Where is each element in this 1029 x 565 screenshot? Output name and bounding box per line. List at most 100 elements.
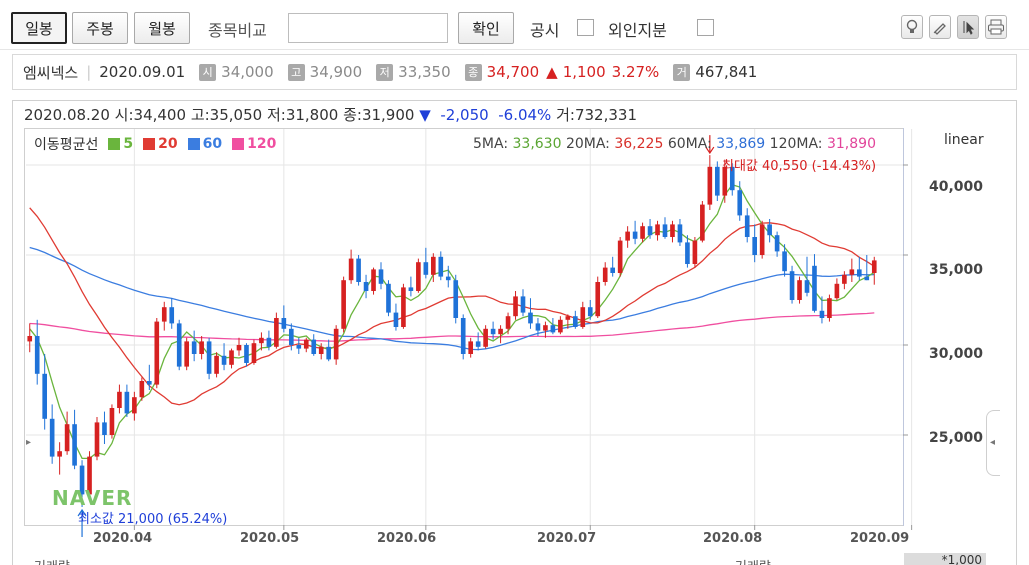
print-icon[interactable]	[985, 15, 1007, 39]
disclosure-checkbox[interactable]	[577, 19, 594, 36]
info-high: 35,050	[209, 106, 263, 124]
candle-body	[864, 276, 870, 281]
candle-body	[176, 323, 182, 367]
cursor-icon[interactable]	[957, 15, 979, 39]
summary-date: 2020.09.01	[99, 63, 186, 81]
candle-body	[191, 341, 197, 354]
ma60-value: 33,869	[716, 136, 766, 152]
info-volume-label: 거:	[556, 106, 575, 124]
tab-weekly[interactable]: 주봉	[72, 12, 128, 44]
candle-body	[602, 267, 608, 282]
candle-body	[617, 240, 623, 273]
scroll-left-icon[interactable]: ▸	[26, 437, 32, 448]
candle-body	[827, 298, 832, 318]
stock-name: 엠씨넥스	[23, 63, 79, 82]
candle-body	[528, 312, 533, 324]
candle-body	[206, 341, 212, 374]
candle-body	[288, 328, 294, 345]
info-change-pct: -6.04%	[498, 106, 552, 124]
candle-body	[326, 346, 332, 360]
ma20-toggle[interactable]: 20	[158, 136, 178, 152]
compare-input[interactable]	[288, 13, 448, 43]
bulb-icon[interactable]	[901, 15, 923, 39]
x-tick-label: 2020.04	[93, 531, 153, 546]
candle-body	[371, 269, 376, 291]
candle-body	[498, 328, 503, 335]
candle-body	[543, 325, 548, 331]
volume-badge: 거	[673, 63, 691, 81]
candle-body	[655, 224, 660, 236]
ma120-swatch	[232, 138, 245, 150]
candle-body	[386, 283, 391, 313]
candle-body	[759, 224, 765, 255]
y-tick-label: 35,000	[929, 262, 984, 278]
candle-body	[550, 325, 556, 333]
naver-logo: NAVER	[52, 486, 133, 510]
candle-body	[146, 381, 152, 385]
y-tick-label: 25,000	[929, 430, 984, 446]
candle-body	[401, 287, 406, 327]
volume-unit: *1,000	[904, 553, 986, 565]
candle-body	[856, 269, 862, 277]
disclosure-label: 공시	[530, 21, 560, 40]
open-badge: 시	[199, 63, 217, 81]
ma-legend: 이동평균선 5 20 60 120	[34, 134, 276, 154]
x-tick-label: 2020.08	[703, 531, 763, 546]
summary-low: 33,350	[398, 63, 451, 81]
candle-body	[139, 381, 145, 398]
ma120-toggle[interactable]: 120	[247, 136, 277, 152]
candle-body	[812, 265, 817, 311]
ma20-label: 20MA:	[565, 136, 610, 152]
candle-body	[27, 336, 33, 342]
ma120-value: 31,890	[826, 136, 876, 152]
candle-body	[483, 328, 488, 347]
candle-body	[244, 345, 249, 363]
info-down-arrow: ▼	[419, 106, 431, 124]
ma5-label: 5MA:	[473, 136, 509, 152]
candle-body	[558, 319, 563, 333]
min-marker-arrow	[77, 508, 87, 517]
info-change: -2,050	[440, 106, 489, 124]
info-high-label: 고:	[190, 106, 210, 124]
side-panel-tab[interactable]	[986, 410, 1000, 476]
candle-body	[871, 260, 877, 273]
candle-body	[34, 336, 40, 374]
pen-icon[interactable]	[929, 15, 951, 39]
summary-change: 1,100	[562, 63, 606, 81]
candle-body	[453, 280, 459, 318]
confirm-button[interactable]: 확인	[458, 12, 514, 44]
summary-close: 34,700	[486, 63, 540, 81]
x-tick-label: 2020.06	[377, 531, 437, 546]
candle-body	[251, 343, 257, 363]
info-open: 34,400	[133, 106, 187, 124]
candle-body	[318, 346, 324, 354]
low-badge: 저	[376, 63, 394, 81]
candle-body	[416, 262, 421, 291]
candle-body	[670, 224, 675, 237]
candle-body	[296, 345, 302, 349]
scroll-right-icon[interactable]: ◂	[990, 437, 996, 448]
candle-body	[117, 391, 122, 408]
candle-body	[610, 267, 616, 273]
ma-legend-title: 이동평균선	[34, 137, 99, 153]
tab-daily[interactable]: 일봉	[11, 12, 67, 44]
ma60-toggle[interactable]: 60	[202, 136, 223, 152]
candle-body	[109, 408, 115, 435]
x-tick-label: 2020.05	[240, 531, 300, 546]
ma-value-readout: 5MA: 33,630 20MA: 36,225 60MA: 33,869 12…	[473, 136, 876, 152]
candle-body	[94, 422, 100, 457]
ma60-line	[29, 246, 875, 351]
candle-body	[57, 451, 62, 457]
candle-body	[356, 258, 361, 282]
candle-body	[333, 328, 339, 360]
foreign-ownership-checkbox[interactable]	[697, 19, 714, 36]
tab-monthly[interactable]: 월봉	[134, 12, 190, 44]
candle-body	[692, 240, 698, 264]
candle-body	[423, 262, 429, 275]
candle-body	[72, 424, 77, 466]
scale-mode-label[interactable]: linear	[944, 132, 984, 148]
candle-body	[303, 339, 309, 349]
ma5-toggle[interactable]: 5	[123, 136, 134, 152]
candle-body	[348, 258, 354, 281]
